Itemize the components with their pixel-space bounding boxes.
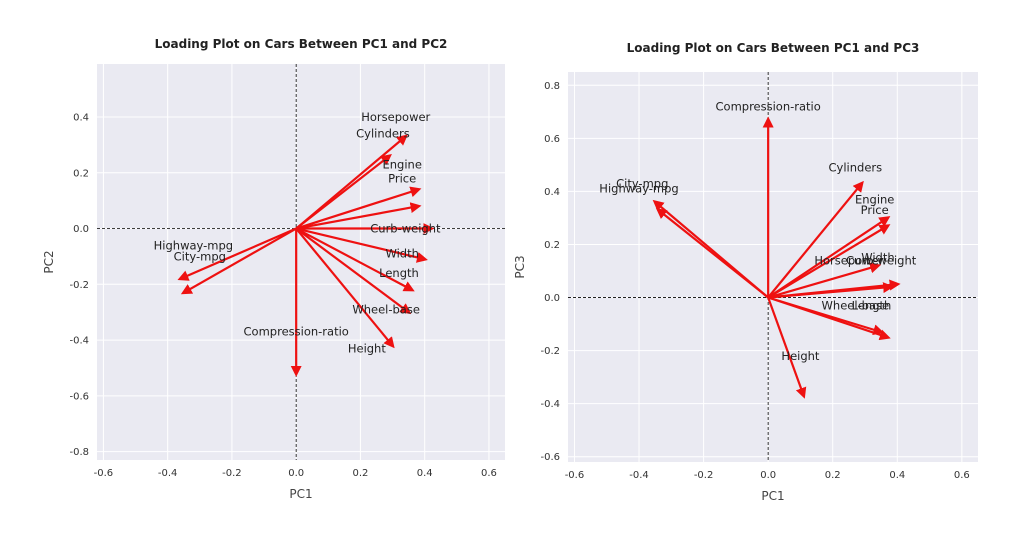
arrow-height <box>295 227 395 349</box>
arrow-wheel-base <box>295 227 412 315</box>
vector-label-engine: Engine <box>382 157 421 171</box>
x-axis-label: PC1 <box>761 489 784 503</box>
y-tick-label: -0.6 <box>69 391 89 402</box>
y-tick-label: 0.0 <box>544 293 560 304</box>
x-tick-label: 0.4 <box>889 470 905 481</box>
arrow-height <box>767 297 807 399</box>
arrow-cylinders <box>295 154 392 230</box>
x-tick-label: -0.2 <box>694 470 714 481</box>
x-axis-label: PC1 <box>289 487 312 501</box>
vector-label-curb-weight: Curb-weight <box>370 222 441 236</box>
chart-pc1-pc3: -0.6 -0.4 -0.2 0.0 0.2 0.4 0.6 0.8 0.6 0.4 0.2 0.0 -… <box>513 41 978 503</box>
y-tick-label: 0.6 <box>544 134 560 145</box>
y-axis-label: PC2 <box>42 250 56 273</box>
chart-title: Loading Plot on Cars Between PC1 and PC2 <box>155 37 448 51</box>
vector-label-width: Width <box>861 251 894 265</box>
vector-label-compression-ratio: Compression-ratio <box>716 99 821 113</box>
y-tick-label: -0.2 <box>69 280 89 291</box>
y-axis-label: PC3 <box>513 255 527 278</box>
arrow-cylinders <box>767 180 864 299</box>
arrow-engine <box>295 186 422 230</box>
vector-label-wheel-base: Wheel-base <box>822 298 890 312</box>
vector-label-width: Width <box>385 247 418 261</box>
plot-area <box>568 72 978 462</box>
vector-label-cylinders: Cylinders <box>356 127 410 141</box>
vector-label-highway-mpg: Highway-mpg <box>599 182 678 196</box>
x-tick-label: 0.6 <box>481 468 497 479</box>
x-tick-label: -0.6 <box>565 470 585 481</box>
vector-label-highway-mpg: Highway-mpg <box>154 238 233 252</box>
arrow-horsepower <box>767 262 882 299</box>
arrow-width <box>295 227 428 263</box>
x-tick-label: -0.2 <box>222 468 242 479</box>
vector-label-curb-weight: Curb-weight <box>846 253 917 267</box>
arrow-length <box>295 227 415 292</box>
y-tick-label: -0.6 <box>540 452 560 463</box>
y-tick-label: 0.2 <box>73 168 89 179</box>
vector-label-engine: Engine <box>855 192 894 206</box>
x-tick-label: 0.2 <box>352 468 368 479</box>
vector-label-city-mpg: City-mpg <box>174 249 226 263</box>
vector-label-compression-ratio: Compression-ratio <box>244 325 349 339</box>
y-tick-label: 0.2 <box>544 240 560 251</box>
y-tick-label: -0.2 <box>540 346 560 357</box>
x-tick-label: 0.4 <box>417 468 433 479</box>
arrow-highway-mpg <box>177 227 297 281</box>
vector-label-length: Length <box>379 266 419 280</box>
vector-label-price: Price <box>388 171 416 185</box>
arrow-city-mpg <box>655 207 769 299</box>
vector-label-height: Height <box>781 349 820 363</box>
x-tick-label: -0.4 <box>158 468 178 479</box>
arrow-length <box>767 296 891 341</box>
y-tick-label: 0.8 <box>544 81 560 92</box>
y-tick-label: -0.4 <box>540 399 560 410</box>
x-tick-label: 0.2 <box>825 470 841 481</box>
chart-pc1-pc2: -0.6 -0.4 -0.2 0.0 0.2 0.4 0.6 0.4 0.2 0.0 -0.2 -0.… <box>42 37 505 501</box>
x-tick-label: 0.0 <box>760 470 776 481</box>
x-tick-label: 0.6 <box>954 470 970 481</box>
vector-label-height: Height <box>348 341 387 355</box>
vector-label-horsepower: Horsepower <box>814 253 883 267</box>
arrow-price <box>295 202 422 230</box>
x-tick-label: 0.0 <box>288 468 304 479</box>
vector-label-city-mpg: City-mpg <box>616 176 668 190</box>
vector-label-length: Length <box>852 298 892 312</box>
vector-label-wheel-base: Wheel-base <box>352 302 420 316</box>
y-tick-label: 0.4 <box>73 112 89 123</box>
vector-label-price: Price <box>861 203 889 217</box>
y-tick-label: 0.0 <box>73 224 89 235</box>
x-tick-label: -0.6 <box>94 468 114 479</box>
y-tick-label: -0.8 <box>69 447 89 458</box>
arrow-city-mpg <box>180 227 297 295</box>
arrow-width <box>768 282 895 299</box>
arrow-price <box>767 224 891 299</box>
vector-label-horsepower: Horsepower <box>361 110 430 124</box>
vector-label-cylinders: Cylinders <box>829 161 883 175</box>
plot-area <box>97 64 505 460</box>
y-tick-label: 0.4 <box>544 187 560 198</box>
y-tick-label: -0.4 <box>69 336 89 347</box>
arrow-engine <box>767 216 891 299</box>
chart-title: Loading Plot on Cars Between PC1 and PC3 <box>627 41 920 55</box>
x-tick-label: -0.4 <box>629 470 649 481</box>
